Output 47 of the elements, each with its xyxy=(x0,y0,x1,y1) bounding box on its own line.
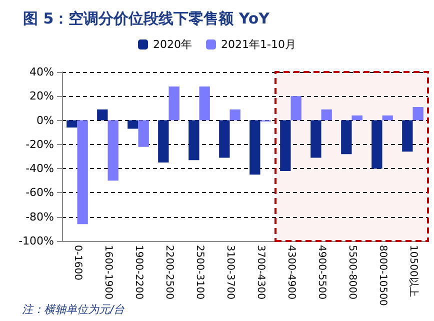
x-tick-label: 4900-5500 xyxy=(316,245,327,300)
y-tick-label: -100% xyxy=(18,234,54,248)
bar xyxy=(290,96,302,120)
y-tick-label: -20% xyxy=(26,138,54,151)
bar xyxy=(108,120,118,181)
bar xyxy=(352,115,362,120)
bar xyxy=(97,109,108,120)
bar xyxy=(158,120,169,163)
bar xyxy=(321,109,332,120)
chart-title: 图 5：空调分价位段线下零售额 YoY xyxy=(23,10,271,28)
bar xyxy=(280,120,291,171)
bar xyxy=(188,120,200,160)
y-tick-label: 20% xyxy=(30,90,54,103)
y-tick-label: -60% xyxy=(26,186,54,200)
x-tick-label: 1600-1900 xyxy=(102,245,114,300)
x-tick-label: 5500-8000 xyxy=(346,245,358,300)
x-tick-label: 10500以上 xyxy=(407,245,420,297)
legend-label: 2021年1-10月 xyxy=(221,38,296,51)
bar xyxy=(412,107,424,120)
bar xyxy=(219,120,230,158)
bar xyxy=(66,120,78,128)
legend-label: 2020年 xyxy=(153,38,192,51)
y-tick-label: 0% xyxy=(36,114,54,127)
x-tick-label: 4300-4900 xyxy=(285,245,296,300)
bar xyxy=(199,86,210,120)
bar xyxy=(168,86,180,120)
x-tick-label: 3100-3700 xyxy=(224,245,236,300)
y-tick-label: 40% xyxy=(30,66,54,78)
x-tick-label: 2200-2500 xyxy=(163,245,174,300)
bar xyxy=(77,120,88,224)
text: 注：横轴单位为元/台 xyxy=(22,303,125,316)
bar xyxy=(372,120,382,169)
bar xyxy=(128,120,138,129)
x-tick-label: 1900-2200 xyxy=(132,245,144,300)
bar xyxy=(310,120,322,158)
bar xyxy=(402,120,413,152)
bar xyxy=(138,120,149,147)
x-tick-label: 0-1600 xyxy=(72,245,83,280)
bar xyxy=(250,120,260,175)
x-tick-label: 8000-10500 xyxy=(376,245,388,306)
bar xyxy=(230,109,240,120)
x-tick-label: 2500-3100 xyxy=(194,245,205,300)
y-tick-label: -40% xyxy=(26,162,54,176)
y-tick-label: -80% xyxy=(26,210,54,224)
bar xyxy=(341,120,352,154)
bar xyxy=(382,115,393,120)
x-tick-label: 3700-4300 xyxy=(254,245,266,300)
